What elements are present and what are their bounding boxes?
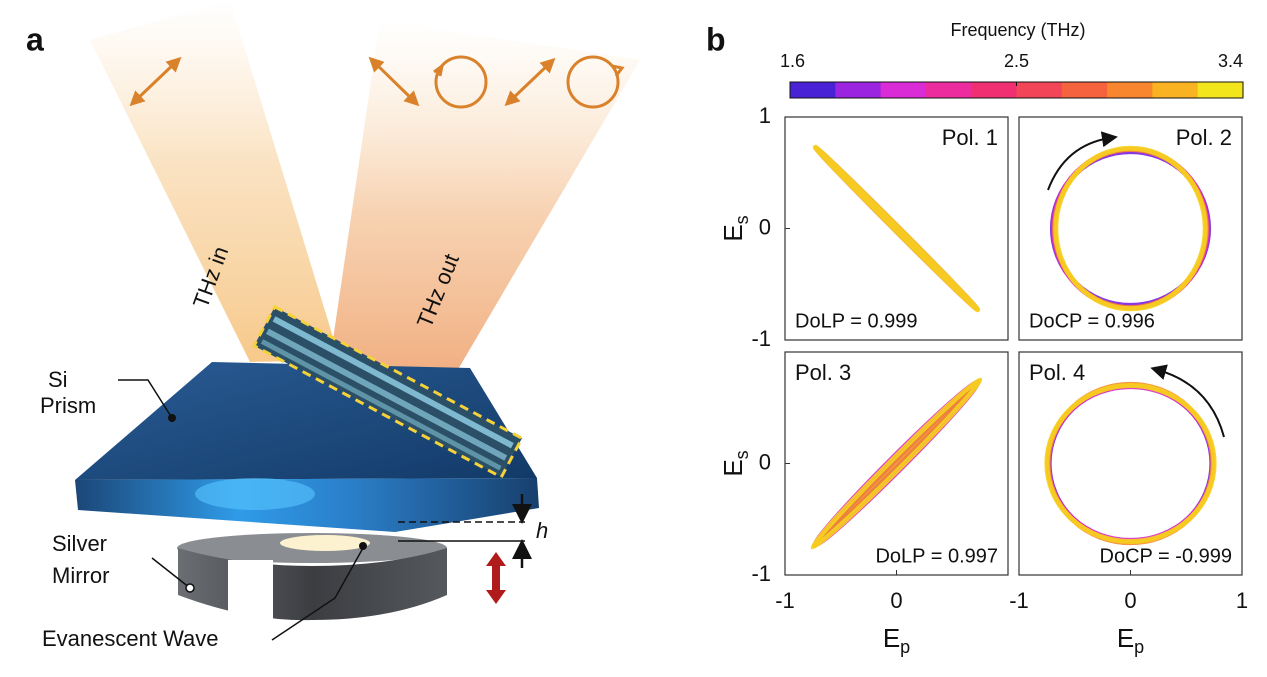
pointer bbox=[118, 379, 173, 419]
polarization-circle bbox=[566, 55, 620, 109]
axis-label: Ep bbox=[1117, 623, 1144, 657]
polarization-arrow bbox=[504, 57, 556, 107]
panel-b: b Frequency (THz) bbox=[706, 20, 1225, 438]
panel-a: a h THz in bbox=[26, 0, 640, 651]
mirror-cutout bbox=[228, 560, 273, 620]
gap-label: h bbox=[536, 518, 548, 543]
pointer bbox=[271, 547, 364, 641]
pointer-dot bbox=[168, 414, 176, 422]
pointer bbox=[151, 557, 191, 589]
annotation: DoLP = 0.999 bbox=[795, 310, 918, 332]
axes-frame bbox=[1018, 116, 1243, 341]
subplot: -1 0 1 Pol. 1 DoLP = 0.999 Es bbox=[718, 103, 1009, 351]
panel-label: b bbox=[706, 21, 726, 57]
subplot-title: Pol. 4 bbox=[1029, 360, 1085, 385]
wave-label: Evanescent Wave bbox=[42, 626, 219, 651]
prism-label: Si bbox=[48, 367, 68, 392]
y-tick-label: -1 bbox=[751, 561, 771, 586]
mirror-label: Silver bbox=[52, 531, 107, 556]
polarization-arrow bbox=[368, 56, 420, 107]
x-tick-label: 0 bbox=[1124, 588, 1136, 613]
height-arrow bbox=[486, 552, 506, 604]
beam-out bbox=[330, 20, 640, 400]
prism-glow bbox=[195, 478, 315, 510]
axis-label-subscript: p bbox=[900, 637, 910, 657]
subplot-title: Pol. 2 bbox=[1176, 125, 1232, 150]
prism-front bbox=[75, 478, 539, 532]
axis-label-text: E bbox=[1117, 623, 1134, 653]
colorbar-tick-label: 3.4 bbox=[1218, 51, 1243, 71]
y-tick-label: 0 bbox=[759, 449, 771, 474]
colorbar-tick-label: 2.5 bbox=[1004, 51, 1029, 71]
y-tick-label: 0 bbox=[759, 214, 771, 239]
colorbar-tick-label: 1.6 bbox=[780, 51, 805, 71]
colorbar-segment bbox=[835, 82, 882, 98]
colorbar-segment bbox=[971, 82, 1017, 98]
colorbar-segment bbox=[880, 82, 927, 98]
x-tick-label: 0 bbox=[890, 588, 902, 613]
axis-label-text: E bbox=[718, 224, 748, 241]
panel-label: a bbox=[26, 21, 44, 57]
polarization-ellipse bbox=[812, 144, 981, 313]
axis-label-text: E bbox=[718, 459, 748, 476]
colorbar-segment bbox=[1061, 82, 1108, 98]
x-tick-label: -1 bbox=[1009, 588, 1029, 613]
x-tick-label: 1 bbox=[1236, 588, 1248, 613]
colorbar-segment bbox=[790, 82, 836, 98]
colorbar-segment bbox=[1016, 82, 1063, 98]
axis-label-subscript: s bbox=[732, 215, 752, 224]
polarization-circle bbox=[434, 55, 488, 109]
polarization-ellipse bbox=[811, 378, 982, 549]
colorbar-segment bbox=[1107, 82, 1153, 98]
axis-label: Es bbox=[718, 450, 752, 476]
polarization-ellipse bbox=[1053, 145, 1208, 312]
subplot-title: Pol. 3 bbox=[795, 360, 851, 385]
annotation: DoLP = 0.997 bbox=[875, 545, 998, 567]
evanescent-glow bbox=[280, 535, 370, 551]
colorbar-title: Frequency (THz) bbox=[950, 20, 1085, 40]
subplot: -1 0 1 Pol. 4 DoCP = -0.999 Ep bbox=[1009, 351, 1248, 657]
pointer-dot bbox=[359, 542, 367, 550]
pointer-dot bbox=[185, 583, 195, 593]
plot-area bbox=[1044, 381, 1217, 546]
device-layer bbox=[272, 316, 514, 449]
rotation-arrow bbox=[1150, 364, 1225, 438]
plot-area bbox=[1049, 145, 1212, 312]
plot-area bbox=[812, 144, 981, 313]
device bbox=[252, 304, 524, 480]
x-tick-label: -1 bbox=[775, 588, 795, 613]
y-tick-label: -1 bbox=[751, 326, 771, 351]
colorbar-segment bbox=[1197, 82, 1244, 98]
axis-label-subscript: p bbox=[1134, 637, 1144, 657]
colorbar-segment bbox=[925, 82, 972, 98]
subplot-title: Pol. 1 bbox=[942, 125, 998, 150]
beam-in bbox=[90, 0, 340, 362]
axis-label: Es bbox=[718, 215, 752, 241]
axis-label-text: E bbox=[883, 623, 900, 653]
mirror-label: Mirror bbox=[52, 563, 109, 588]
colorbar-segment bbox=[1152, 82, 1199, 98]
plot-area bbox=[810, 377, 983, 550]
device-layer bbox=[265, 328, 508, 461]
polarization-ellipse bbox=[1044, 382, 1217, 545]
device-layer bbox=[260, 339, 502, 471]
polarization-circle-head bbox=[611, 64, 625, 77]
annotation: DoCP = 0.996 bbox=[1029, 310, 1155, 332]
polarization-ellipse bbox=[810, 377, 983, 550]
polarization-circle-head bbox=[433, 62, 445, 77]
prism-label: Prism bbox=[40, 393, 96, 418]
rotation-arrow bbox=[1047, 131, 1118, 191]
subplot: Pol. 2 DoCP = 0.996 bbox=[1018, 116, 1243, 341]
polarization-arrow bbox=[129, 56, 182, 107]
axis-label: Ep bbox=[883, 623, 910, 657]
axis-label-subscript: s bbox=[732, 450, 752, 459]
y-tick-label: 1 bbox=[759, 103, 771, 128]
annotation: DoCP = -0.999 bbox=[1100, 545, 1233, 567]
